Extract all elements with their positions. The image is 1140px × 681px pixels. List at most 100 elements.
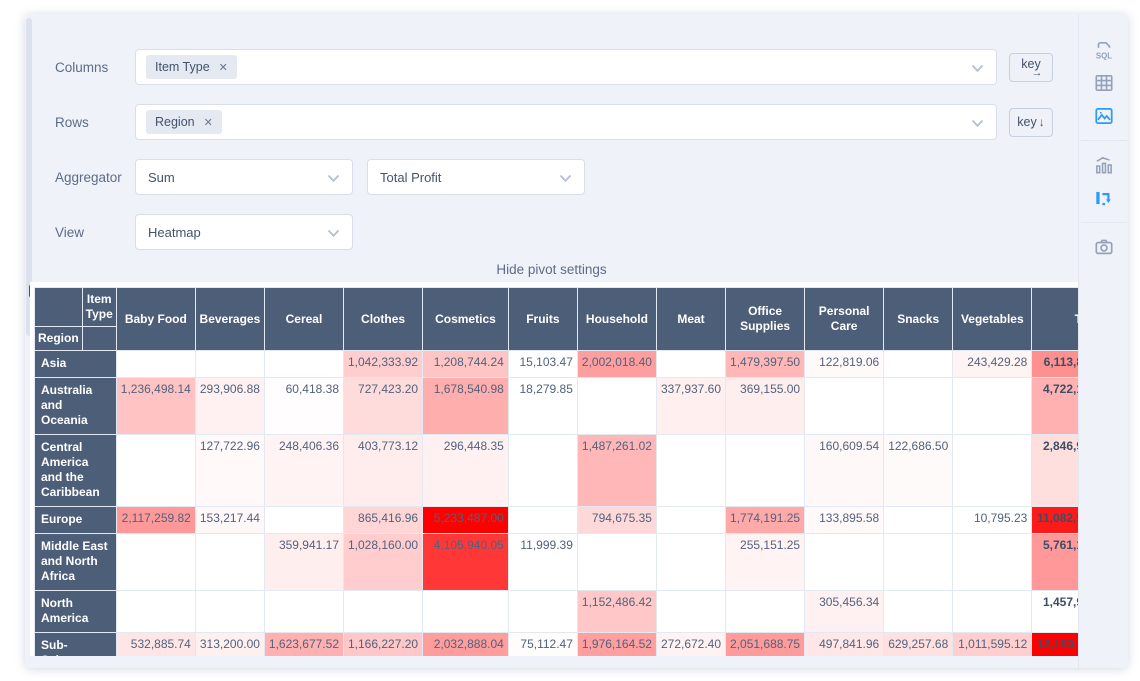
aggregator-label: Aggregator (55, 169, 122, 185)
camera-icon[interactable] (1092, 235, 1116, 259)
row-label: Middle East and North Africa (34, 533, 117, 591)
row-total-cell: 12,183,211.40 (1031, 632, 1078, 656)
heatmap-cell (507, 506, 578, 534)
columns-key-button[interactable]: key → (1009, 52, 1053, 82)
key-label: key (1021, 56, 1041, 71)
remove-icon[interactable]: ✕ (218, 61, 228, 74)
heatmap-cell: 293,906.88 (194, 377, 265, 435)
row-label: North America (34, 590, 117, 633)
heatmap-cell: 2,032,888.04 (422, 632, 509, 656)
row-label: Sub-Saharan Africa (34, 632, 117, 656)
heatmap-cell: 497,841.96 (804, 632, 885, 656)
key-label: key (1017, 115, 1037, 129)
heatmap-cell: 1,152,486.42 (576, 590, 657, 633)
table-row: Central America and the Caribbean 127,722… (34, 434, 1078, 507)
combo-chart-icon[interactable] (1092, 153, 1116, 177)
heatmap-cell (655, 350, 727, 378)
columns-select[interactable]: Item Type ✕ (135, 49, 997, 85)
chip-label: Region (155, 115, 195, 129)
heatmap-cell: 160,609.54 (804, 434, 885, 507)
region-chip[interactable]: Region ✕ (146, 110, 222, 134)
left-drawer-scrollbar[interactable] (26, 18, 32, 336)
heatmap-cell: 153,217.44 (194, 506, 265, 534)
heatmap-cell (883, 533, 954, 591)
rows-key-button[interactable]: key ↓ (1009, 107, 1053, 137)
table-row: Asia 1,042,333.92 1,208,744.24 15,103.47 2,0… (34, 350, 1078, 378)
chip-label: Item Type (155, 60, 210, 74)
heatmap-cell: 337,937.60 (655, 377, 727, 435)
pivot-settings: Columns Item Type ✕ key → Rows Region ✕ (25, 14, 1128, 277)
heatmap-cell: 1,479,397.50 (725, 350, 806, 378)
corner-cell (81, 326, 117, 351)
heatmap-cell (115, 350, 196, 378)
row-attr-label: Region (34, 326, 83, 351)
heatmap-cell (655, 533, 727, 591)
view-select[interactable]: Heatmap (135, 214, 353, 250)
heatmap-cell: 313,200.00 (194, 632, 265, 656)
heatmap-cell: 1,623,677.52 (263, 632, 345, 656)
heatmap-cell (804, 533, 885, 591)
heatmap-cell: 865,416.96 (342, 506, 424, 534)
down-arrow-icon: ↓ (1038, 115, 1045, 129)
row-label: Australia and Oceania (34, 377, 117, 435)
heatmap-cell (263, 350, 345, 378)
row-total-cell: 1,457,942.76 (1031, 590, 1078, 633)
heatmap-cell (115, 434, 196, 507)
item-type-chip[interactable]: Item Type ✕ (146, 55, 237, 79)
table-icon[interactable] (1092, 71, 1116, 95)
chevron-down-icon (971, 64, 984, 73)
columns-row: Columns Item Type ✕ key → (55, 49, 1128, 85)
column-header: Fruits (507, 287, 578, 351)
heatmap-cell (576, 377, 657, 435)
column-header: Meat (655, 287, 727, 351)
image-icon[interactable] (1092, 104, 1116, 128)
heatmap-cell (952, 533, 1033, 591)
pivot-icon[interactable] (1092, 186, 1116, 210)
heatmap-cell: 1,028,160.00 (342, 533, 424, 591)
columns-label: Columns (55, 59, 109, 75)
sql-icon[interactable]: SQL (1092, 38, 1116, 62)
row-total-cell: 4,722,160.03 (1031, 377, 1078, 435)
heatmap-cell: 243,429.28 (952, 350, 1033, 378)
column-header: Beverages (194, 287, 265, 351)
row-label: Central America and the Caribbean (34, 434, 117, 507)
heatmap-cell: 4,105,940.05 (422, 533, 509, 591)
row-label: Europe (34, 506, 117, 534)
heatmap-cell: 122,686.50 (883, 434, 954, 507)
remove-icon[interactable]: ✕ (203, 116, 213, 129)
rows-select[interactable]: Region ✕ (135, 104, 997, 140)
heatmap-cell: 369,155.00 (725, 377, 806, 435)
column-header: Vegetables (952, 287, 1033, 351)
svg-text:SQL: SQL (1095, 51, 1111, 60)
heatmap-cell: 255,151.25 (725, 533, 806, 591)
view-label: View (55, 224, 85, 240)
chevron-down-icon (971, 119, 984, 128)
heatmap-cell: 794,675.35 (576, 506, 657, 534)
row-total-cell: 5,761,191.86 (1031, 533, 1078, 591)
heatmap-cell: 5,233,487.00 (422, 506, 509, 534)
corner-cell (34, 287, 83, 327)
aggregator-select[interactable]: Sum (135, 159, 353, 195)
column-header: Snacks (883, 287, 954, 351)
heatmap-cell: 272,672.40 (655, 632, 727, 656)
heatmap-cell: 359,941.17 (263, 533, 345, 591)
pivot-panel: Columns Item Type ✕ key → Rows Region ✕ (25, 14, 1128, 668)
totals-column-header: Totals (1031, 287, 1078, 351)
heatmap-cell (194, 590, 265, 633)
column-header: Baby Food (115, 287, 196, 351)
table-row: Middle East and North Africa 359,941.17 1,… (34, 533, 1078, 591)
hide-pivot-settings-link[interactable]: Hide pivot settings (496, 262, 607, 277)
aggregator-field-value: Total Profit (380, 169, 442, 185)
heatmap-cell: 1,011,595.12 (952, 632, 1033, 656)
chevron-down-icon (559, 174, 572, 183)
view-value: Heatmap (148, 224, 201, 240)
heatmap-cell: 403,773.12 (342, 434, 424, 507)
heatmap-cell (883, 377, 954, 435)
heatmap-cell (194, 350, 265, 378)
aggregator-field-select[interactable]: Total Profit (367, 159, 585, 195)
heatmap-cell: 127,722.96 (194, 434, 265, 507)
heatmap-cell (883, 350, 954, 378)
heatmap-cell (342, 590, 424, 633)
heatmap-cell (655, 434, 727, 507)
column-header: Personal Care (804, 287, 885, 351)
